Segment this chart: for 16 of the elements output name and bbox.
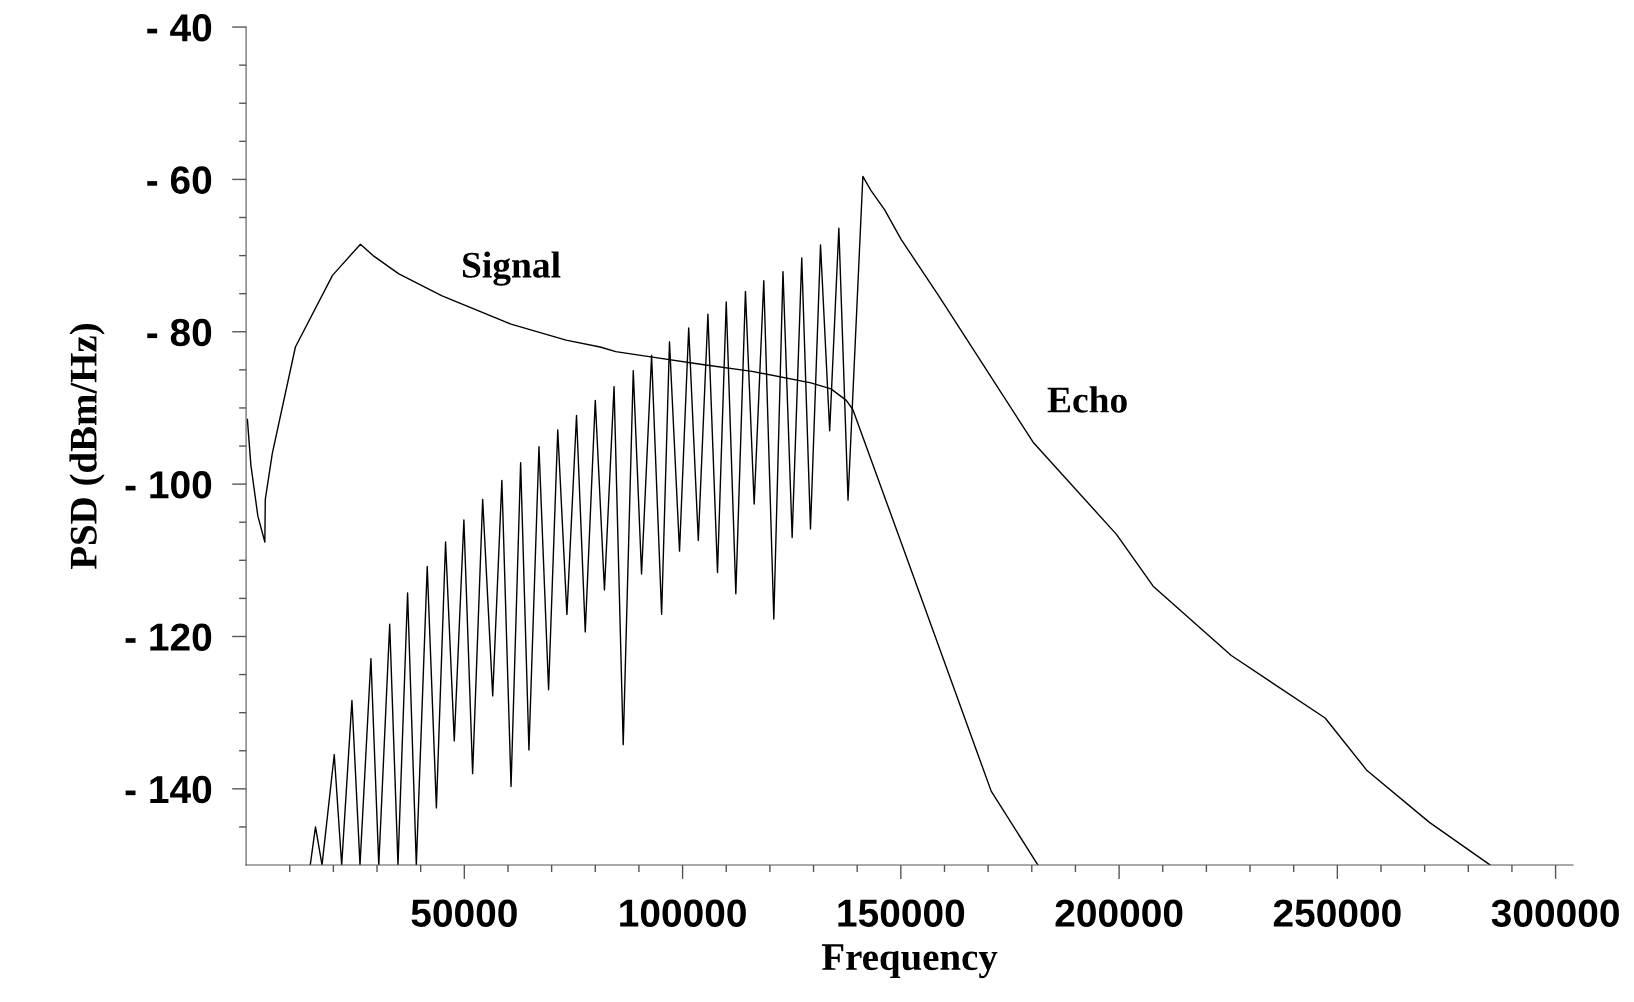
x-tick-label: 50000 bbox=[411, 899, 517, 927]
y-tick-label: - 40 bbox=[147, 13, 212, 42]
x-axis-title: Frequency bbox=[822, 944, 998, 979]
y-tick-label: - 80 bbox=[147, 318, 212, 347]
y-tick-label: - 140 bbox=[125, 775, 212, 804]
x-tick-label: 150000 bbox=[838, 899, 965, 927]
series-label: Signal bbox=[463, 251, 561, 286]
x-tick-label: 200000 bbox=[1055, 899, 1183, 927]
x-tick-label: 300000 bbox=[1491, 899, 1619, 927]
series-label: Echo bbox=[1047, 386, 1127, 413]
x-tick-label: 250000 bbox=[1273, 899, 1401, 927]
y-tick-label: - 120 bbox=[125, 623, 212, 651]
x-tick-label: 100000 bbox=[620, 899, 746, 927]
y-tick-label: - 100 bbox=[125, 471, 212, 499]
y-tick-label: - 60 bbox=[147, 166, 212, 194]
y-axis-title: PSD (dBm/Hz) bbox=[69, 324, 105, 570]
